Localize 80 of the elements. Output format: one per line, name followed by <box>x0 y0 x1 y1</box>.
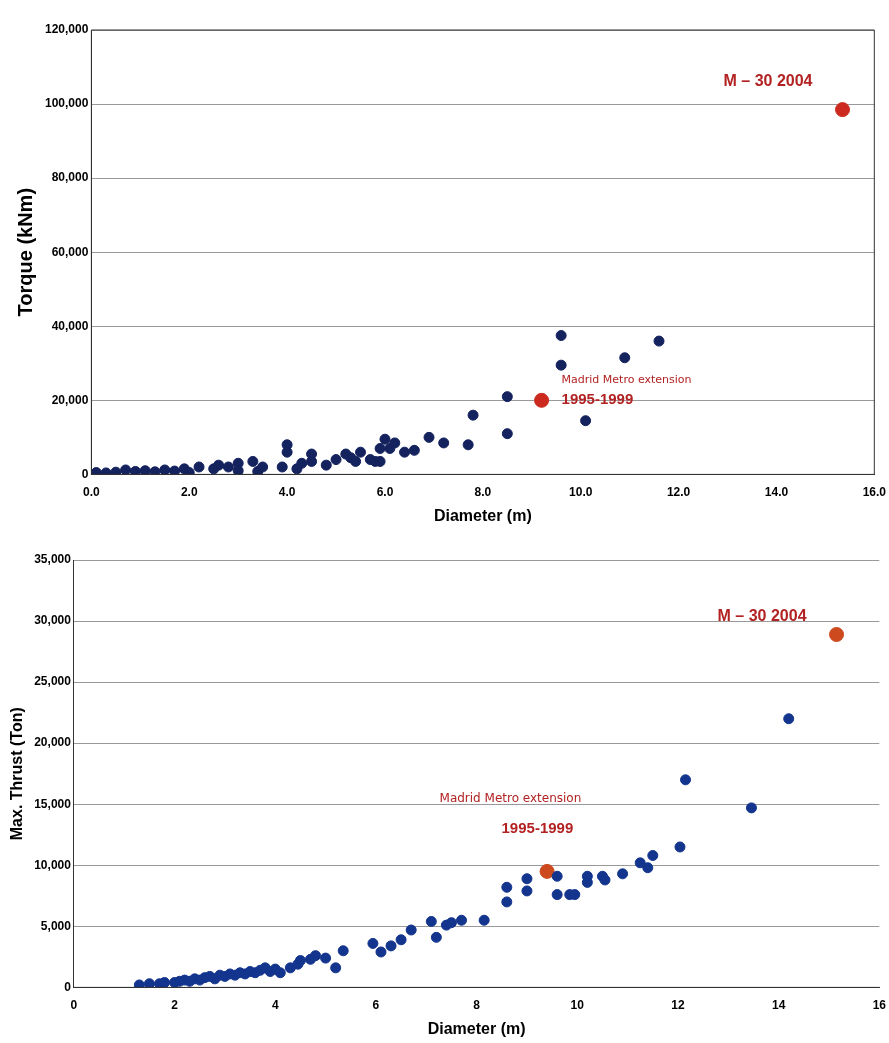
y-tick-label: 30,000 <box>34 613 72 628</box>
y-tick-label: 0 <box>81 466 89 481</box>
point <box>257 461 269 473</box>
point <box>149 466 161 475</box>
annotation: Madrid Metro extension <box>561 373 692 387</box>
y-tick-label: 80,000 <box>51 170 89 185</box>
y-tick-label: 0 <box>64 979 72 994</box>
annotation: Madrid Metro extension <box>439 791 582 806</box>
x-tick-label: 6 <box>372 997 380 1012</box>
x-tick-label: 8.0 <box>474 484 492 499</box>
x-tick-label: 10 <box>570 997 585 1012</box>
y-tick-label: 5,000 <box>40 918 72 933</box>
x-tick-label: 4.0 <box>278 484 296 499</box>
point <box>213 459 225 471</box>
x-tick-label: 14.0 <box>764 484 789 499</box>
y-tick-label: 20,000 <box>51 392 89 407</box>
x-tick-label: 2.0 <box>180 484 198 499</box>
point <box>296 457 308 469</box>
point <box>438 437 450 449</box>
x-tick-label: 2 <box>171 997 179 1012</box>
x-tick-label: 0.0 <box>83 484 101 499</box>
point <box>835 102 851 118</box>
y-tick-label: 35,000 <box>34 552 72 567</box>
point <box>350 455 362 467</box>
x-tick-label: 8 <box>473 997 481 1012</box>
point <box>169 465 181 475</box>
y-tick-label: 20,000 <box>34 735 72 750</box>
y-tick-label: 120,000 <box>44 22 89 37</box>
x-tick-label: 10.0 <box>569 484 593 499</box>
point <box>619 352 631 364</box>
point <box>330 454 342 466</box>
annotation: M – 30 2004 <box>723 72 813 90</box>
point <box>423 431 435 443</box>
y-tick-label: 40,000 <box>51 318 89 333</box>
point <box>580 415 592 427</box>
point <box>159 464 171 475</box>
point <box>374 442 386 454</box>
point <box>555 359 567 371</box>
point <box>467 409 479 421</box>
point <box>462 439 474 451</box>
annotation: 1995-1999 <box>501 819 574 837</box>
x-tick-label: 16 <box>872 997 887 1012</box>
x-tick-label: 6.0 <box>376 484 394 499</box>
y-tick-label: 15,000 <box>34 796 72 811</box>
x-axis-title: Diameter (m) <box>433 506 532 524</box>
x-tick-label: 4 <box>271 997 279 1012</box>
y-tick-label: 25,000 <box>34 674 72 689</box>
point <box>232 465 244 475</box>
point <box>534 392 550 408</box>
point <box>389 437 401 449</box>
point <box>91 467 102 475</box>
y-tick-label: 60,000 <box>51 244 89 259</box>
point <box>193 461 205 473</box>
point <box>276 461 288 473</box>
x-tick-label: 12.0 <box>666 484 691 499</box>
y-axis-title: Max. Thrust (Ton) <box>8 707 26 841</box>
point <box>120 464 132 475</box>
point <box>501 428 513 440</box>
point <box>129 465 141 475</box>
point <box>408 444 420 456</box>
point <box>501 391 513 403</box>
point <box>110 466 122 475</box>
point <box>320 459 332 471</box>
annotation: M – 30 2004 <box>717 606 807 624</box>
y-tick-label: 100,000 <box>44 96 89 111</box>
x-tick-label: 14 <box>771 997 786 1012</box>
point <box>355 446 367 458</box>
x-axis-title: Diameter (m) <box>427 1019 526 1037</box>
point <box>399 446 411 458</box>
y-axis-title: Torque (kNm) <box>13 187 36 317</box>
x-tick-label: 12 <box>671 997 685 1012</box>
point <box>653 335 665 347</box>
point <box>139 465 151 475</box>
point <box>379 433 391 445</box>
point <box>247 455 259 467</box>
x-tick-label: 16.0 <box>862 484 887 499</box>
y-tick-label: 10,000 <box>34 857 72 872</box>
annotation: 1995-1999 <box>561 390 634 408</box>
point <box>222 461 234 473</box>
point <box>555 330 567 342</box>
